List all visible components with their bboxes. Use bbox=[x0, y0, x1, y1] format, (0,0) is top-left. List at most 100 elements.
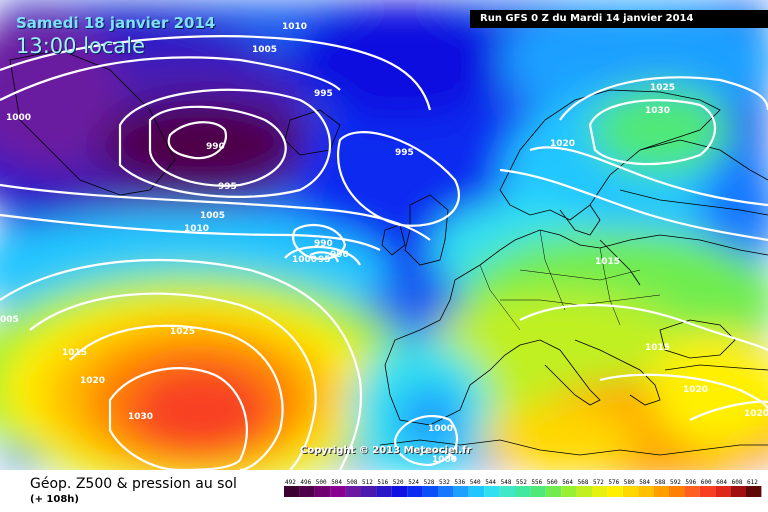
legend-swatch bbox=[607, 486, 623, 497]
isobar-label: 1010 bbox=[184, 224, 209, 234]
legend-value-label: 564 bbox=[562, 479, 573, 486]
color-scale-legend: 492 496 500 504 508 512 516 520 524 528 532 536 540 5… bbox=[284, 479, 762, 497]
legend-value-label: 504 bbox=[331, 479, 342, 486]
legend-swatch bbox=[638, 486, 654, 497]
isobar-label: 1020 bbox=[744, 409, 768, 419]
isobar-label: 1015 bbox=[645, 343, 670, 353]
legend-value-label: 540 bbox=[470, 479, 481, 486]
legend-swatch bbox=[330, 486, 346, 497]
legend-swatch bbox=[391, 486, 408, 497]
legend-swatch bbox=[684, 486, 700, 497]
legend-value-label: 532 bbox=[439, 479, 450, 486]
legend-swatch bbox=[576, 486, 592, 497]
legend-swatch bbox=[530, 486, 546, 497]
legend-value-label: 588 bbox=[655, 479, 666, 486]
isobar-labels: 1010 1005 995 1000 990 995 995 1005 1010… bbox=[0, 22, 768, 465]
legend-value-label: 548 bbox=[501, 479, 512, 486]
isobar-label: 995 bbox=[218, 182, 237, 192]
legend-value-label: 496 bbox=[300, 479, 311, 486]
legend-value-label: 568 bbox=[578, 479, 589, 486]
isobars bbox=[0, 35, 768, 470]
legend-value-label: 600 bbox=[701, 479, 712, 486]
isobar-label: 1005 bbox=[252, 45, 277, 55]
legend-swatch bbox=[653, 486, 669, 497]
forecast-date: Samedi 18 janvier 2014 bbox=[16, 14, 216, 32]
weather-map: 1010 1005 995 1000 990 995 995 1005 1010… bbox=[0, 0, 768, 470]
isobar-label: 990 bbox=[330, 250, 349, 260]
isobar-label: 1015 bbox=[595, 257, 620, 267]
isobar-label: 1030 bbox=[645, 106, 670, 116]
legend-labels: 492 496 500 504 508 512 516 520 524 528 532 536 540 5… bbox=[285, 479, 758, 486]
legend-value-label: 524 bbox=[408, 479, 419, 486]
isobar-label: 1000 bbox=[292, 255, 317, 265]
legend-value-label: 592 bbox=[670, 479, 681, 486]
isobar-label: 1020 bbox=[80, 376, 105, 386]
legend-swatch bbox=[376, 486, 392, 497]
legend-value-label: 520 bbox=[393, 479, 404, 486]
legend-swatch bbox=[730, 486, 746, 497]
legend-swatch bbox=[422, 486, 438, 497]
legend-value-label: 552 bbox=[516, 479, 527, 486]
map-title: Géop. Z500 & pression au sol bbox=[30, 476, 237, 492]
legend-swatch bbox=[561, 486, 577, 497]
local-time: 13:00 locale bbox=[16, 34, 146, 58]
legend-value-label: 500 bbox=[316, 479, 327, 486]
copyright-notice: Copyright © 2013 Meteociel.fr bbox=[300, 445, 472, 456]
legend-swatch bbox=[438, 486, 454, 497]
legend-swatch bbox=[299, 486, 315, 497]
run-info-banner: Run GFS 0 Z du Mardi 14 janvier 2014 bbox=[470, 10, 768, 28]
legend-swatch bbox=[592, 486, 608, 497]
isobar-label: 990 bbox=[206, 142, 225, 152]
legend-value-label: 528 bbox=[424, 479, 435, 486]
isobar-label: 1000 bbox=[428, 424, 453, 434]
legend-value-label: 512 bbox=[362, 479, 373, 486]
legend-value-label: 596 bbox=[685, 479, 696, 486]
legend-value-label: 584 bbox=[639, 479, 650, 486]
legend-value-label: 576 bbox=[608, 479, 619, 486]
legend-swatch bbox=[746, 486, 762, 497]
legend-value-label: 580 bbox=[624, 479, 635, 486]
legend-swatch bbox=[361, 486, 377, 497]
legend-value-label: 612 bbox=[747, 479, 758, 486]
legend-swatch bbox=[715, 486, 731, 497]
isobar-label: 1025 bbox=[170, 327, 195, 337]
legend-value-label: 608 bbox=[732, 479, 743, 486]
isobar-label: 995 bbox=[314, 89, 333, 99]
isobar-label: 995 bbox=[395, 148, 414, 158]
isobar-label: 1000 bbox=[6, 113, 31, 123]
legend-swatch bbox=[284, 486, 300, 497]
legend-value-label: 492 bbox=[285, 479, 296, 486]
legend-swatch bbox=[453, 486, 469, 497]
legend-value-label: 560 bbox=[547, 479, 558, 486]
isobar-label: 1015 bbox=[62, 348, 87, 358]
isobar-label: 990 bbox=[314, 239, 333, 249]
legend-value-label: 536 bbox=[454, 479, 465, 486]
geopotential-field bbox=[0, 0, 768, 470]
legend-swatch bbox=[699, 486, 716, 497]
legend-value-label: 516 bbox=[377, 479, 388, 486]
legend-value-label: 508 bbox=[347, 479, 358, 486]
legend-swatch bbox=[622, 486, 639, 497]
isobar-label: 95 bbox=[318, 255, 331, 265]
legend-value-label: 556 bbox=[531, 479, 542, 486]
legend-swatch bbox=[545, 486, 562, 497]
isobar-label: 1005 bbox=[200, 211, 225, 221]
isobar-label: 1000 bbox=[432, 455, 457, 465]
legend-swatches bbox=[284, 486, 762, 497]
legend-swatch bbox=[407, 486, 423, 497]
legend-swatch bbox=[515, 486, 531, 497]
legend-value-label: 604 bbox=[716, 479, 727, 486]
legend-swatch bbox=[468, 486, 485, 497]
isobar-label: 1020 bbox=[550, 139, 575, 149]
legend-swatch bbox=[314, 486, 331, 497]
legend-swatch bbox=[499, 486, 515, 497]
legend-swatch bbox=[669, 486, 685, 497]
legend-value-label: 544 bbox=[485, 479, 496, 486]
legend-swatch bbox=[345, 486, 361, 497]
forecast-lead-time: (+ 108h) bbox=[30, 494, 79, 505]
isobar-label: 1010 bbox=[282, 22, 307, 32]
isobar-label: 005 bbox=[0, 315, 19, 325]
isobar-label: 1020 bbox=[683, 385, 708, 395]
legend-swatch bbox=[484, 486, 500, 497]
